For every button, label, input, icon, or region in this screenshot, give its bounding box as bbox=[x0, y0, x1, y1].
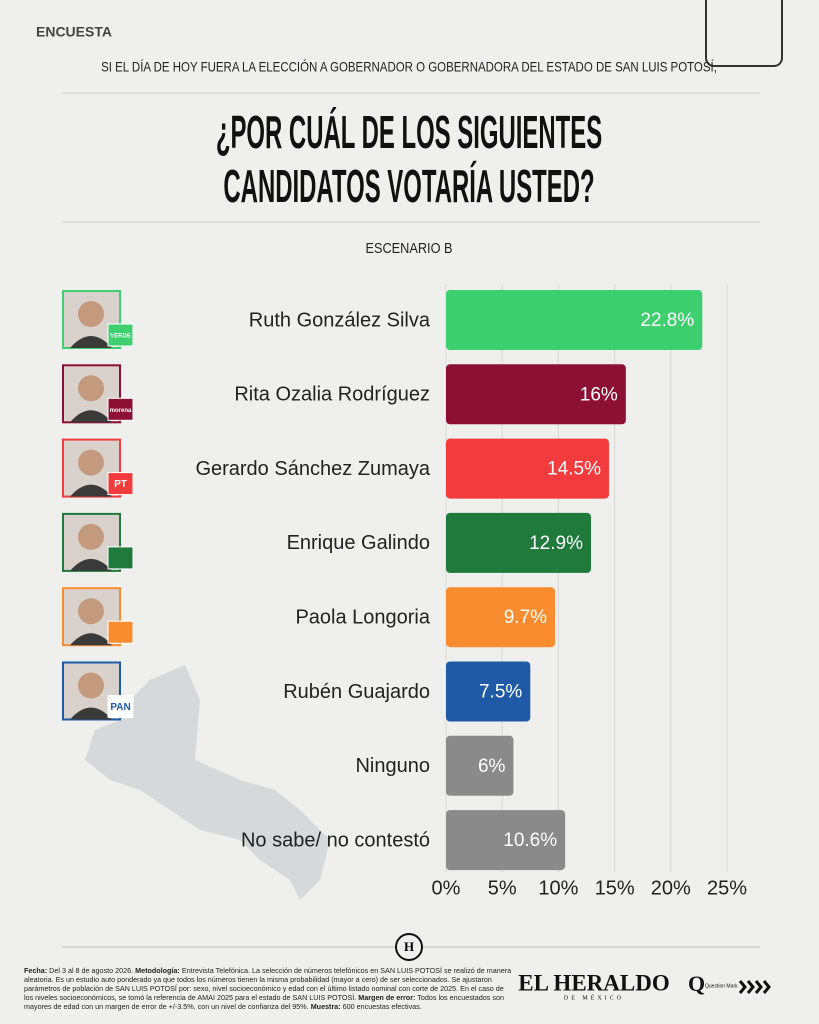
bar bbox=[446, 735, 514, 796]
bar bbox=[446, 364, 626, 425]
photo-body bbox=[70, 558, 112, 571]
party-label: VERDE bbox=[110, 334, 131, 340]
title-wrap: ¿POR CUÁL DE LOS SIGUIENTES CANDIDATOS V… bbox=[0, 105, 819, 225]
category-label: Ruth González Silva bbox=[249, 309, 431, 331]
photo-face bbox=[78, 301, 104, 327]
logo: EL HERALDO bbox=[518, 970, 669, 995]
bar bbox=[446, 810, 566, 871]
category-label: No sabe/ no contestó bbox=[241, 829, 430, 851]
value-label: 22.8% bbox=[640, 310, 694, 331]
note-text: Todos los encuestados son mayores de eda… bbox=[24, 993, 504, 1011]
photo-body bbox=[70, 484, 112, 497]
chevrons bbox=[738, 980, 771, 994]
x-tick-label: 0% bbox=[432, 877, 461, 899]
plot: 0% 5% 10% 15% 20% 25% 22.8% Ruth González Silva… bbox=[62, 284, 747, 899]
category-label: Rita Ozalia Rodríguez bbox=[234, 384, 430, 406]
photo-face bbox=[78, 375, 104, 402]
photo-face bbox=[78, 672, 104, 699]
party-label: PT bbox=[114, 479, 127, 490]
kicker: ENCUESTA bbox=[36, 24, 112, 40]
party-badge bbox=[107, 546, 134, 570]
note-text: 600 encuestas efectivas. bbox=[342, 1002, 422, 1011]
photo-body bbox=[70, 410, 112, 423]
note-text: Entrevista Telefónica. La selección de n… bbox=[24, 966, 512, 1002]
party-badge bbox=[107, 695, 134, 718]
category-label: Paola Longoria bbox=[295, 606, 430, 628]
note-label: Margen de error: bbox=[358, 993, 416, 1002]
party-badge bbox=[107, 472, 134, 496]
party-badge bbox=[107, 620, 134, 644]
chart-title: ¿POR CUÁL DE LOS SIGUIENTES CANDIDATOS V… bbox=[215, 106, 603, 212]
partner: Question Mark bbox=[705, 983, 738, 989]
note-text: Del 3 al 8 de agosto 2026. bbox=[49, 966, 134, 975]
category-label: Gerardo Sánchez Zumaya bbox=[195, 458, 430, 480]
category-label: Enrique Galindo bbox=[287, 532, 430, 554]
photo-face bbox=[78, 449, 104, 476]
question-intro: SI EL DÍA DE HOY FUERA LA ELECCIÓN A GOB… bbox=[101, 59, 717, 75]
party-label: morena bbox=[110, 408, 132, 414]
note-label: Metodología: bbox=[135, 966, 180, 975]
bar bbox=[446, 661, 531, 722]
note-label: Fecha: bbox=[24, 966, 48, 975]
corner-frame bbox=[705, 0, 783, 67]
photo-face bbox=[78, 598, 104, 625]
value-label: 6% bbox=[478, 756, 506, 777]
x-tick-label: 20% bbox=[651, 877, 691, 899]
bar bbox=[446, 290, 703, 350]
value-label: 14.5% bbox=[547, 459, 601, 480]
category-label: Ninguno bbox=[355, 755, 430, 777]
note-label: Muestra: bbox=[310, 1002, 341, 1011]
bar bbox=[446, 587, 556, 648]
x-tick-label: 10% bbox=[538, 877, 578, 899]
party-label: PAN bbox=[110, 702, 130, 713]
x-tick-label: 15% bbox=[595, 877, 635, 899]
party-badge bbox=[107, 323, 134, 347]
x-tick-label: 5% bbox=[488, 877, 517, 899]
state-map bbox=[85, 665, 330, 900]
value-label: 10.6% bbox=[503, 830, 557, 851]
bar bbox=[446, 512, 591, 573]
partner-mark: Q bbox=[688, 971, 705, 996]
value-label: 7.5% bbox=[479, 682, 522, 703]
bar bbox=[446, 438, 609, 499]
logo-sub: DE MÉXICO bbox=[564, 993, 624, 1001]
value-label: 9.7% bbox=[504, 607, 547, 628]
photo-body bbox=[70, 633, 112, 646]
value-label: 12.9% bbox=[529, 533, 583, 554]
scenario: ESCENARIO B bbox=[365, 239, 452, 256]
party-badge bbox=[107, 397, 134, 421]
methodology: Fecha: Del 3 al 8 de agosto 2026. Metodo… bbox=[24, 966, 514, 1011]
seal bbox=[395, 933, 423, 961]
seal-letter: H bbox=[404, 939, 414, 954]
photo-body bbox=[70, 707, 112, 720]
value-label: 16% bbox=[580, 384, 618, 405]
photo-face bbox=[78, 523, 104, 550]
category-label: Rubén Guajardo bbox=[283, 681, 430, 703]
photo-body bbox=[70, 336, 112, 348]
x-tick-label: 25% bbox=[707, 877, 747, 899]
